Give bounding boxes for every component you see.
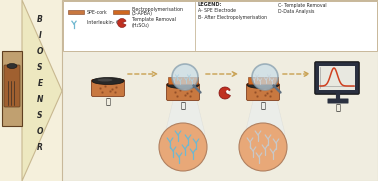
- Text: E: E: [37, 79, 43, 87]
- Text: Ⓐ: Ⓐ: [105, 98, 110, 106]
- Text: R: R: [37, 142, 43, 151]
- Text: I: I: [39, 31, 42, 39]
- Text: Ⓓ: Ⓓ: [336, 104, 341, 113]
- Circle shape: [239, 123, 287, 171]
- Ellipse shape: [92, 77, 124, 85]
- Text: SPE-cork: SPE-cork: [87, 9, 108, 14]
- Text: Ⓑ: Ⓑ: [181, 102, 186, 110]
- Bar: [319, 66, 355, 90]
- Text: S: S: [37, 110, 43, 119]
- Text: O: O: [37, 47, 43, 56]
- Polygon shape: [245, 97, 285, 134]
- FancyBboxPatch shape: [246, 83, 279, 100]
- FancyBboxPatch shape: [166, 83, 200, 100]
- Text: Ⓒ: Ⓒ: [260, 102, 265, 110]
- Text: S: S: [37, 62, 43, 71]
- Text: N: N: [37, 94, 43, 104]
- Circle shape: [252, 64, 278, 90]
- FancyBboxPatch shape: [315, 62, 359, 94]
- Text: O: O: [37, 127, 43, 136]
- FancyBboxPatch shape: [4, 65, 20, 107]
- Polygon shape: [22, 0, 62, 181]
- Ellipse shape: [253, 83, 268, 85]
- FancyBboxPatch shape: [168, 77, 198, 84]
- Text: (H₂SO₄): (H₂SO₄): [132, 22, 150, 28]
- Wedge shape: [118, 18, 126, 28]
- Ellipse shape: [172, 83, 187, 85]
- Bar: [113, 10, 129, 14]
- Text: A- SPE Electrode: A- SPE Electrode: [198, 9, 236, 14]
- FancyBboxPatch shape: [327, 98, 349, 104]
- FancyBboxPatch shape: [91, 79, 124, 96]
- Ellipse shape: [247, 81, 279, 89]
- Polygon shape: [165, 97, 205, 134]
- Text: Template Removal: Template Removal: [132, 18, 176, 22]
- Text: Electropolymerisation: Electropolymerisation: [132, 7, 184, 12]
- FancyBboxPatch shape: [248, 77, 278, 84]
- Ellipse shape: [7, 64, 17, 68]
- Text: B: B: [37, 14, 43, 24]
- Bar: [62, 0, 378, 181]
- Text: C- Template Removal: C- Template Removal: [278, 3, 327, 7]
- Text: Interleukin- 6: Interleukin- 6: [87, 20, 119, 26]
- Text: D-Data Analysis: D-Data Analysis: [278, 9, 314, 14]
- Circle shape: [159, 123, 207, 171]
- Text: B- After Electropolymerisation: B- After Electropolymerisation: [198, 14, 267, 20]
- Bar: [68, 10, 84, 14]
- Text: LEGEND:: LEGEND:: [198, 3, 223, 7]
- Bar: [63, 1, 377, 51]
- FancyBboxPatch shape: [2, 51, 22, 126]
- Ellipse shape: [98, 79, 113, 81]
- Text: (3-APBA): (3-APBA): [132, 12, 153, 16]
- Circle shape: [172, 64, 198, 90]
- Wedge shape: [219, 87, 231, 99]
- Ellipse shape: [167, 81, 199, 89]
